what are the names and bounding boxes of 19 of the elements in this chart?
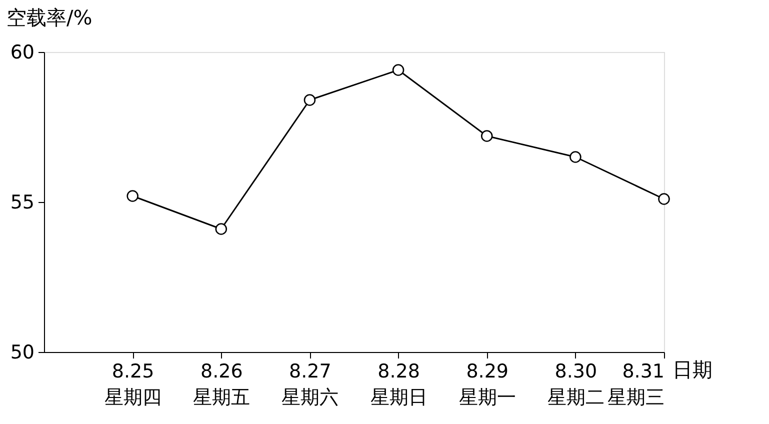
- y-tick-label: 60: [10, 42, 34, 64]
- x-tick-label: 8.29 星期一: [458, 360, 516, 408]
- point: [658, 193, 670, 205]
- x-tick-label: 8.27 星期六: [282, 360, 339, 408]
- point: [215, 223, 228, 235]
- y-tick-label: 50: [10, 342, 34, 364]
- point: [392, 64, 404, 76]
- point: [480, 130, 493, 142]
- y-axis-title: 空载率/%: [6, 6, 92, 30]
- x-tick-label: 8.26 星期五: [193, 360, 250, 408]
- x-tick-label: 8.25 星期四: [104, 360, 162, 408]
- point: [570, 151, 582, 163]
- point: [126, 190, 138, 202]
- x-tick-label: 8.28 星期日: [370, 360, 428, 408]
- x-tick-label: 8.31 星期三: [608, 360, 664, 408]
- point: [304, 94, 316, 106]
- x-tick-label: 8.30 星期二: [547, 360, 604, 408]
- y-tick-label: 55: [10, 192, 34, 214]
- x-axis-title: 日期: [672, 358, 712, 382]
